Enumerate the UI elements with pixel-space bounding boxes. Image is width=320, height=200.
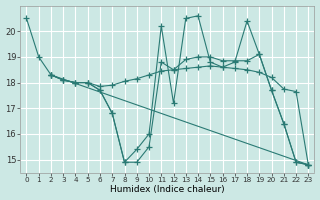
X-axis label: Humidex (Indice chaleur): Humidex (Indice chaleur) [110, 185, 225, 194]
